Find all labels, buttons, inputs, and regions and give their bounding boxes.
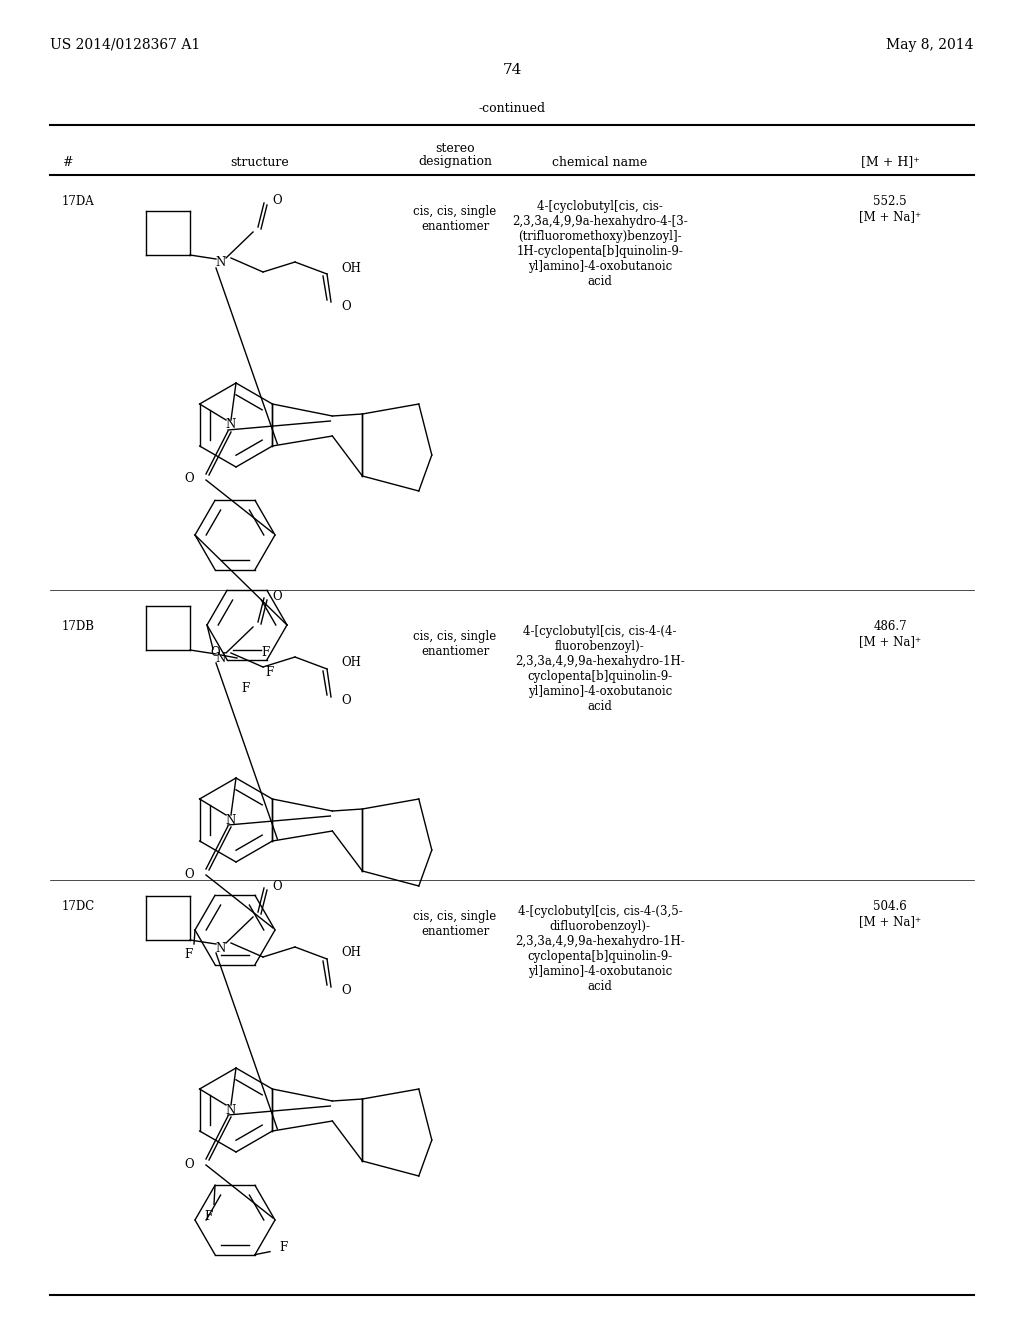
Text: O: O xyxy=(184,473,194,486)
Text: O: O xyxy=(210,647,220,660)
Text: O: O xyxy=(184,867,194,880)
Text: N: N xyxy=(226,1104,237,1117)
Text: structure: structure xyxy=(230,156,290,169)
Text: 17DC: 17DC xyxy=(62,900,95,913)
Text: O: O xyxy=(341,300,350,313)
Text: O: O xyxy=(341,985,350,998)
Text: O: O xyxy=(341,694,350,708)
Text: N: N xyxy=(216,652,226,664)
Text: chemical name: chemical name xyxy=(552,156,647,169)
Text: F: F xyxy=(184,949,193,961)
Text: O: O xyxy=(184,1158,194,1171)
Text: F: F xyxy=(261,647,269,660)
Text: O: O xyxy=(272,879,282,892)
Text: 74: 74 xyxy=(503,63,521,77)
Text: N: N xyxy=(226,418,237,432)
Text: N: N xyxy=(216,941,226,954)
Text: May 8, 2014: May 8, 2014 xyxy=(887,38,974,51)
Text: F: F xyxy=(204,1210,212,1222)
Text: O: O xyxy=(272,590,282,602)
Text: F: F xyxy=(241,681,249,694)
Text: 552.5
[M + Na]⁺: 552.5 [M + Na]⁺ xyxy=(859,195,921,223)
Text: #: # xyxy=(62,156,73,169)
Text: 486.7
[M + Na]⁺: 486.7 [M + Na]⁺ xyxy=(859,620,921,648)
Text: F: F xyxy=(265,667,273,680)
Text: 4-[cyclobutyl[cis, cis-
2,3,3a,4,9,9a-hexahydro-4-[3-
(trifluoromethoxy)benzoyl]: 4-[cyclobutyl[cis, cis- 2,3,3a,4,9,9a-he… xyxy=(512,201,688,288)
Text: N: N xyxy=(226,813,237,826)
Text: cis, cis, single
enantiomer: cis, cis, single enantiomer xyxy=(414,630,497,657)
Text: -continued: -continued xyxy=(478,102,546,115)
Text: 17DA: 17DA xyxy=(62,195,95,209)
Text: designation: designation xyxy=(418,156,492,169)
Text: OH: OH xyxy=(341,261,360,275)
Text: US 2014/0128367 A1: US 2014/0128367 A1 xyxy=(50,38,201,51)
Text: O: O xyxy=(272,194,282,207)
Text: OH: OH xyxy=(341,656,360,669)
Text: [M + H]⁺: [M + H]⁺ xyxy=(860,156,920,169)
Text: 4-[cyclobutyl[cis, cis-4-(4-
fluorobenzoyl)-
2,3,3a,4,9,9a-hexahydro-1H-
cyclope: 4-[cyclobutyl[cis, cis-4-(4- fluorobenzo… xyxy=(515,624,685,713)
Text: 17DB: 17DB xyxy=(62,620,95,634)
Text: cis, cis, single
enantiomer: cis, cis, single enantiomer xyxy=(414,909,497,939)
Text: 504.6
[M + Na]⁺: 504.6 [M + Na]⁺ xyxy=(859,900,921,928)
Text: F: F xyxy=(279,1241,288,1254)
Text: 4-[cyclobutyl[cis, cis-4-(3,5-
difluorobenzoyl)-
2,3,3a,4,9,9a-hexahydro-1H-
cyc: 4-[cyclobutyl[cis, cis-4-(3,5- difluorob… xyxy=(515,906,685,993)
Text: cis, cis, single
enantiomer: cis, cis, single enantiomer xyxy=(414,205,497,234)
Text: OH: OH xyxy=(341,946,360,960)
Text: stereo: stereo xyxy=(435,141,475,154)
Text: N: N xyxy=(216,256,226,269)
